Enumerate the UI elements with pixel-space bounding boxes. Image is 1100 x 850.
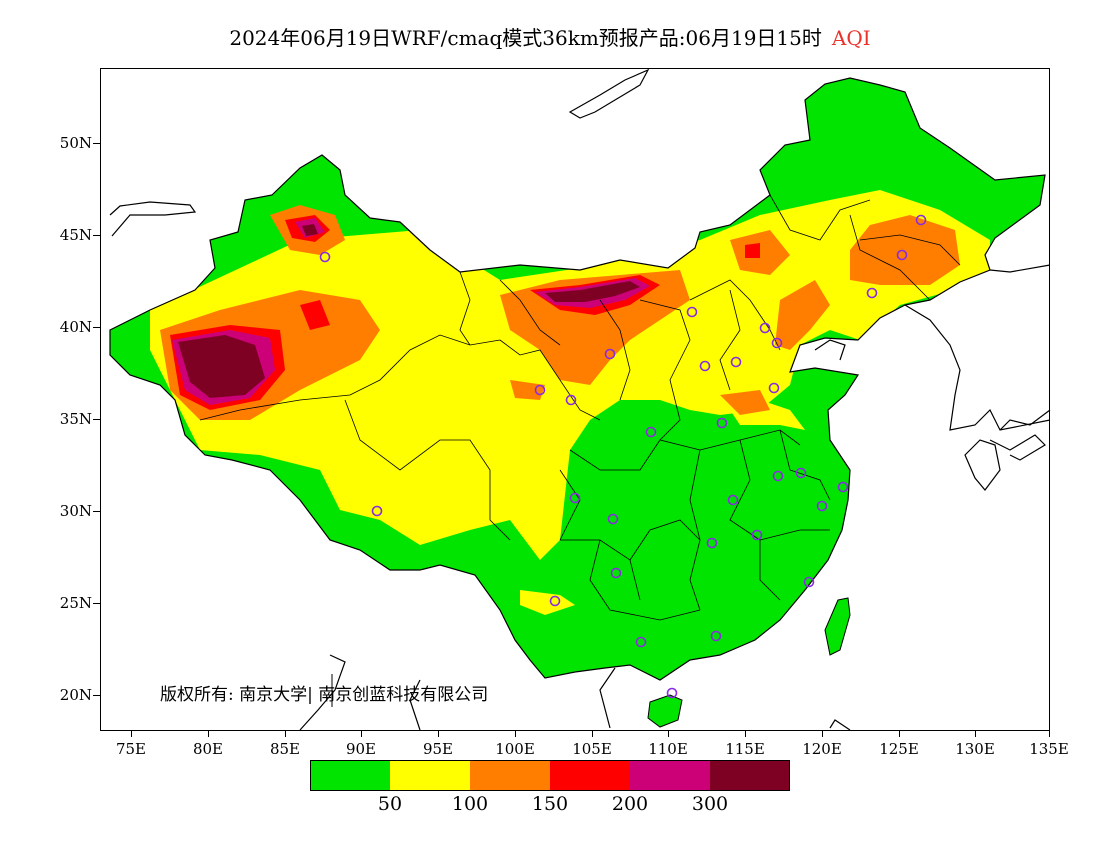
station-markers — [319, 214, 927, 699]
lon-tick — [899, 731, 900, 737]
lon-label: 100E — [495, 740, 535, 758]
lon-label: 90E — [345, 740, 377, 758]
legend-label: 50 — [377, 793, 403, 815]
lat-tick — [93, 143, 100, 144]
lon-tick — [822, 731, 823, 737]
legend-color-box — [310, 760, 390, 791]
title-main: 2024年06月19日WRF/cmaq模式36km预报产品:06月19日15时 — [229, 26, 822, 50]
lat-label: 25N — [59, 594, 92, 612]
lon-tick — [438, 731, 439, 737]
lon-tick — [592, 731, 593, 737]
neighbor-outlines — [109, 68, 1051, 731]
title-product: AQI — [831, 26, 871, 50]
map-frame — [100, 68, 1050, 731]
legend-label: 300 — [691, 793, 729, 815]
lat-tick — [93, 695, 100, 696]
lon-label: 115E — [725, 740, 765, 758]
lon-tick — [361, 731, 362, 737]
lat-tick — [93, 603, 100, 604]
lon-tick — [745, 731, 746, 737]
lon-label: 95E — [422, 740, 454, 758]
lon-tick — [668, 731, 669, 737]
legend-label: 200 — [611, 793, 649, 815]
lat-label: 20N — [59, 686, 92, 704]
province-borders — [199, 194, 961, 621]
lon-tick — [131, 731, 132, 737]
lat-tick — [93, 419, 100, 420]
lat-tick — [93, 511, 100, 512]
legend-label: 150 — [531, 793, 569, 815]
lon-label: 120E — [802, 740, 842, 758]
lon-label: 85E — [269, 740, 301, 758]
copyright-text: 版权所有: 南京大学| 南京创蓝科技有限公司 — [160, 685, 489, 705]
china-outline — [109, 77, 1046, 681]
lat-tick — [93, 327, 100, 328]
lat-label: 40N — [59, 318, 92, 336]
lat-label: 30N — [59, 502, 92, 520]
lon-tick — [1049, 731, 1050, 737]
lat-label: 45N — [59, 226, 92, 244]
lon-tick — [515, 731, 516, 737]
legend-label: 100 — [451, 793, 489, 815]
hainan-island — [647, 694, 683, 728]
lon-tick — [208, 731, 209, 737]
lon-label: 80E — [192, 740, 224, 758]
map-title: 2024年06月19日WRF/cmaq模式36km预报产品:06月19日15时 A… — [0, 22, 1100, 51]
legend-color-box — [550, 760, 630, 791]
legend-color-box — [710, 760, 790, 791]
lon-label: 110E — [648, 740, 688, 758]
lat-label: 50N — [59, 134, 92, 152]
lon-label: 105E — [572, 740, 612, 758]
lon-label: 125E — [879, 740, 919, 758]
lat-tick — [93, 235, 100, 236]
lon-label: 135E — [1029, 740, 1069, 758]
legend-color-box — [390, 760, 470, 791]
lat-label: 35N — [59, 410, 92, 428]
taiwan-island — [824, 597, 851, 656]
lon-label: 75E — [115, 740, 147, 758]
legend-color-box — [470, 760, 550, 791]
lon-tick — [285, 731, 286, 737]
legend-color-box — [630, 760, 710, 791]
lon-tick — [975, 731, 976, 737]
lon-label: 130E — [955, 740, 995, 758]
